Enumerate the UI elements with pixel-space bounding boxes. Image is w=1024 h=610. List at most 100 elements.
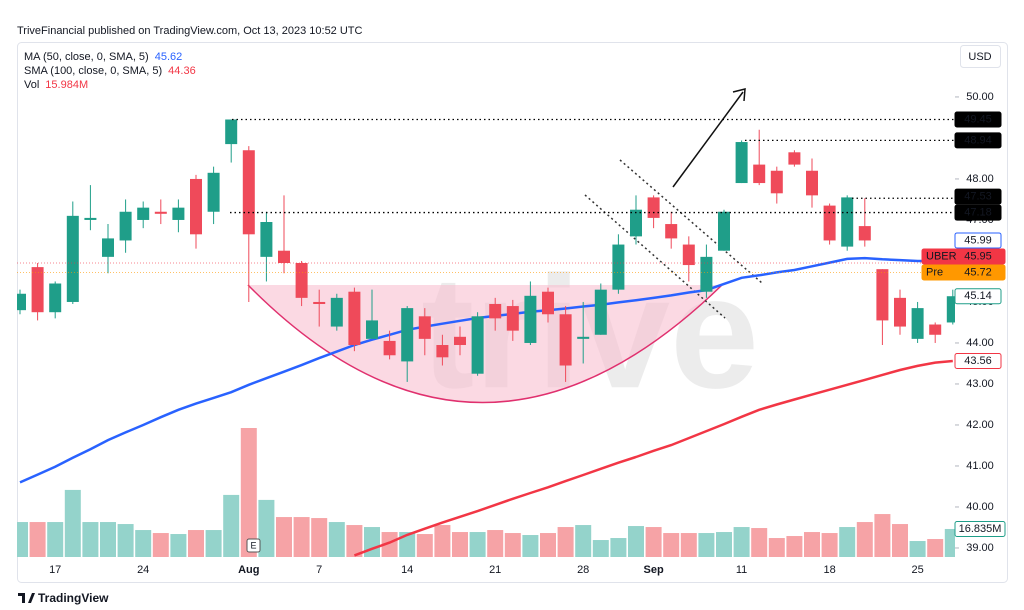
legend-item: Vol 15.984M — [24, 79, 88, 91]
candle-body — [49, 283, 62, 313]
price-tag-name: UBER — [926, 250, 957, 262]
volume-bar — [522, 535, 539, 557]
currency: USD — [968, 51, 991, 63]
indicator-line — [19, 256, 953, 484]
candle-body — [823, 205, 836, 241]
header-title: TriveFinancial published on TradingView.… — [17, 25, 363, 37]
candle-body — [630, 209, 642, 237]
volume-bar — [64, 489, 81, 557]
volume-bar — [469, 532, 486, 557]
volume-bar — [188, 530, 204, 557]
volume-bar — [311, 518, 328, 557]
price-tag — [954, 288, 1002, 305]
legend-name: SMA (100, close, 0, SMA, 5) — [24, 65, 162, 77]
x-tick-label: 25 — [911, 564, 923, 576]
volume-bar — [628, 526, 644, 557]
x-tick-label: 28 — [577, 564, 589, 576]
candle-body — [436, 345, 449, 358]
tv-logo — [18, 593, 35, 603]
candle-body — [718, 211, 730, 251]
candle-body — [207, 172, 220, 212]
y-tick-label: 41.00 — [966, 460, 994, 472]
y-tick-label: 42.00 — [966, 419, 994, 431]
earnings-badge[interactable] — [246, 538, 261, 553]
price-tag-value: 48.94 — [964, 134, 992, 146]
footer-brand: TradingView — [38, 591, 109, 605]
volume-bar — [223, 494, 240, 557]
volume-bar — [663, 533, 680, 557]
x-tick-label: 21 — [489, 564, 501, 576]
x-tick-label: 17 — [49, 564, 61, 576]
volume-bar — [680, 533, 697, 557]
candle-body — [66, 215, 79, 302]
volume-bar — [47, 522, 64, 557]
volume-bar — [240, 428, 257, 557]
candle-body — [295, 263, 308, 298]
volume-bar — [276, 517, 292, 557]
x-tick-label: 7 — [316, 564, 322, 576]
volume-bar — [892, 524, 908, 557]
candle-body — [242, 150, 255, 235]
candle-body — [647, 197, 660, 218]
price-tag-value: 45.95 — [964, 250, 992, 262]
price-tag-value: 45.14 — [964, 290, 992, 302]
candle-body — [489, 304, 502, 319]
volume-bar — [575, 525, 592, 557]
y-tick-label: 40.00 — [966, 501, 994, 513]
volume-bar — [364, 527, 380, 557]
candle-body — [278, 250, 290, 264]
volume-bar — [698, 533, 715, 557]
candle-body — [383, 340, 396, 356]
price-tag — [921, 248, 1006, 265]
candle-body — [911, 308, 924, 339]
x-tick-label: 11 — [736, 564, 747, 576]
candle-body — [454, 336, 466, 346]
volume-bar — [733, 527, 750, 557]
volume-bar — [944, 528, 955, 557]
volume-bar — [399, 532, 416, 557]
candle-body — [735, 142, 748, 184]
y-tick-label: 44.00 — [966, 337, 994, 349]
price-tag — [954, 111, 1002, 128]
trend-line — [619, 159, 763, 284]
candle-body — [946, 296, 955, 323]
y-tick-label: 39.00 — [966, 542, 994, 554]
legend-value: 44.36 — [168, 65, 196, 77]
price-tag — [954, 188, 1002, 205]
x-tick-label: 24 — [137, 564, 149, 576]
legend-name: Vol — [24, 79, 39, 91]
y-tick-label: 43.00 — [966, 378, 994, 390]
legend-value: 45.62 — [155, 51, 183, 63]
volume-bar — [135, 530, 152, 557]
legend-value: 15.984M — [45, 79, 88, 91]
volume-bar — [152, 533, 169, 557]
volume-bar — [786, 536, 803, 557]
arrow-line — [672, 91, 744, 188]
volume-bar — [768, 538, 785, 557]
volume-bar — [610, 538, 627, 557]
price-tag — [921, 264, 1006, 281]
chart-frame — [17, 42, 1008, 583]
candle-body — [17, 293, 26, 311]
currency-box[interactable] — [960, 45, 1001, 68]
candle-body — [806, 170, 818, 196]
indicator-line — [353, 359, 953, 557]
series-layer — [17, 119, 955, 557]
volume-bar — [29, 522, 46, 557]
candle-body — [753, 164, 766, 184]
volume-bar — [416, 534, 433, 557]
volume-bar — [293, 517, 310, 557]
price-tag-name: Pre — [926, 266, 943, 278]
volume-bar — [909, 541, 926, 557]
volume-bar — [874, 514, 891, 557]
candle-body — [612, 244, 625, 290]
volume-bar — [205, 530, 222, 557]
candle-body — [542, 291, 554, 315]
price-tag-value: 43.56 — [964, 355, 992, 367]
price-tag — [954, 132, 1002, 149]
volume-bar — [716, 532, 732, 557]
volume-bar — [487, 530, 504, 557]
candle-body — [594, 289, 607, 335]
